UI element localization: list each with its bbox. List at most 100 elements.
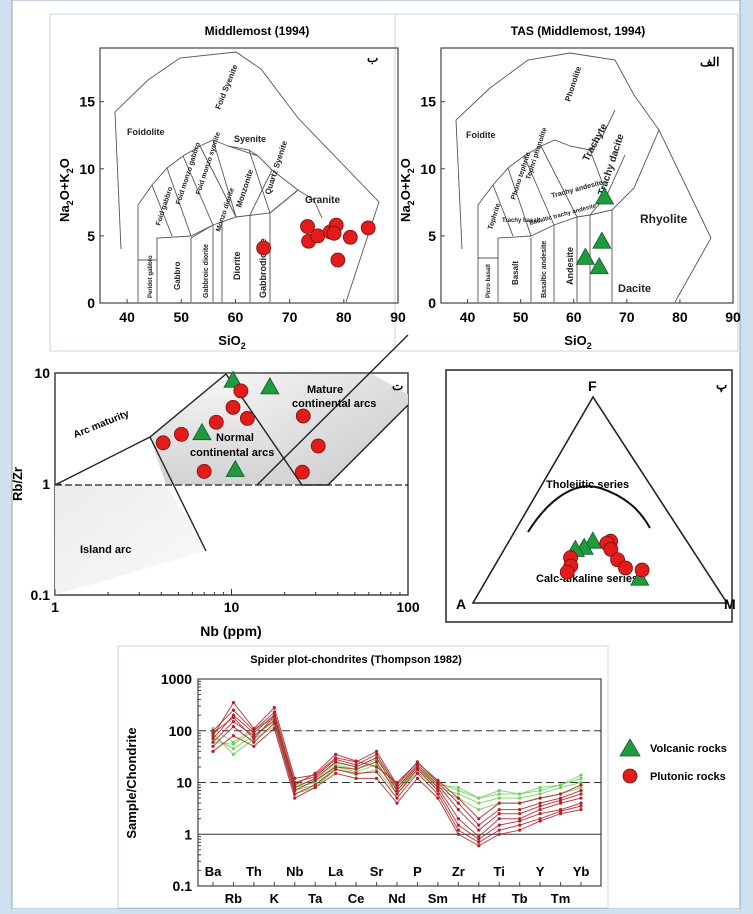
- spider-point: [558, 783, 563, 787]
- spider-point: [293, 783, 297, 787]
- spider-point: [354, 767, 358, 771]
- x-tick-label: Zr: [452, 864, 465, 879]
- x-tick-label: 80: [336, 309, 352, 325]
- spider-point: [477, 823, 481, 827]
- spider-point: [497, 792, 501, 796]
- legend: Volcanic rocks Plutonic rocks: [619, 738, 727, 784]
- spider-point: [252, 731, 256, 735]
- x-tick-label: Nb: [286, 864, 303, 879]
- spider-point: [558, 801, 563, 805]
- spider-point: [354, 776, 358, 781]
- spider-point: [579, 796, 583, 800]
- y-tick-label: 1000: [161, 671, 192, 687]
- afm-vertex-f: F: [588, 378, 597, 394]
- field-label: Gabbrodiorite: [258, 238, 268, 298]
- spider-point: [558, 798, 563, 803]
- spider-point: [579, 785, 583, 790]
- spider-point: [252, 729, 256, 733]
- spider-point: [579, 807, 583, 812]
- volcanic-point: [589, 256, 609, 275]
- spider-point: [272, 721, 276, 725]
- spider-point: [538, 801, 542, 805]
- plutonic-point: [208, 414, 224, 430]
- afm-panel: F A M پ Tholeiitic series Calc-alkaline …: [445, 369, 736, 623]
- spider-point: [497, 801, 501, 805]
- field-label: Foidolite: [127, 127, 165, 137]
- x-tick-label: 70: [619, 309, 635, 325]
- spider-point: [334, 760, 338, 764]
- volcanic-point: [225, 459, 245, 477]
- x-tick-label: Nd: [388, 891, 405, 906]
- plutonic-point: [326, 225, 342, 241]
- legend-plutonic-label: Plutonic rocks: [650, 771, 726, 783]
- x-tick-label: 50: [173, 309, 189, 325]
- field-label: Syenite: [234, 134, 266, 144]
- spider-title: Spider plot-chondrites (Thompson 1982): [250, 654, 462, 666]
- spider-point: [497, 832, 501, 836]
- spider-point: [374, 756, 379, 760]
- x-tick-label: 60: [566, 309, 582, 325]
- x-tick-label: Hf: [472, 891, 486, 906]
- spider-point: [456, 788, 460, 793]
- spider-point: [334, 752, 338, 756]
- plutonic-point: [618, 560, 633, 576]
- tas-volcanic-ylabel: Na2O+K2O: [398, 158, 416, 222]
- spider-point: [313, 783, 317, 787]
- x-tick-label: 60: [228, 309, 244, 325]
- tas-plutonic-field-boundaries: [114, 51, 380, 303]
- rbzr-xlabel: Nb (ppm): [200, 623, 261, 639]
- spider-point: [456, 801, 460, 805]
- panel-tas-plutonic-frame: [49, 13, 399, 352]
- spider-point: [497, 812, 501, 816]
- spider-point: [211, 740, 215, 744]
- afm-field-label: Tholeiitic series: [546, 479, 629, 491]
- legend-volcanic-marker: [619, 738, 641, 757]
- spider-point: [456, 807, 460, 812]
- spider-point: [456, 785, 460, 790]
- spider-point: [436, 785, 440, 790]
- spider-point: [538, 792, 542, 796]
- plutonic-point: [310, 228, 326, 244]
- y-tick-label: 100: [169, 723, 193, 739]
- field-label: Peridot gabbro: [148, 255, 154, 298]
- plutonic-point: [295, 408, 311, 424]
- spider-point: [518, 796, 522, 800]
- spider-point: [579, 773, 583, 777]
- spider-point: [518, 812, 522, 816]
- x-tick-label: 80: [672, 309, 688, 325]
- field-label: Granite: [305, 195, 340, 206]
- plutonic-point: [634, 562, 650, 578]
- spider-point: [231, 740, 236, 744]
- plutonic-point: [310, 438, 326, 454]
- spider-point: [252, 740, 256, 744]
- spider-point: [354, 771, 358, 775]
- y-tick-label: 0.1: [173, 878, 193, 894]
- spider-point: [231, 708, 236, 712]
- spider-point: [497, 817, 501, 821]
- spider-point: [477, 840, 481, 844]
- field-label: Andesite: [565, 247, 575, 285]
- spider-point: [456, 792, 460, 796]
- x-tick-label: Y: [536, 864, 545, 879]
- x-tick-label: Sr: [370, 864, 384, 879]
- spider-point: [497, 807, 501, 812]
- x-tick-label: Ta: [308, 891, 323, 906]
- spider-point: [579, 804, 583, 808]
- x-tick-label: 1: [51, 599, 59, 615]
- field-label: Trachy basalt: [502, 218, 540, 224]
- y-tick-label: 0.1: [31, 587, 51, 603]
- spider-point: [579, 776, 583, 781]
- tas-plutonic-points: [256, 217, 376, 268]
- spider-point: [518, 819, 522, 823]
- spider-point: [579, 792, 583, 796]
- spider-point: [436, 796, 440, 800]
- tas-volcanic-plot-area: [440, 47, 734, 304]
- spider-point: [313, 771, 317, 775]
- field-label: Picro basalt: [486, 264, 492, 298]
- x-tick-label: K: [270, 891, 280, 906]
- x-tick-label: P: [413, 864, 422, 879]
- plutonic-point: [233, 383, 249, 399]
- spider-point: [231, 747, 236, 751]
